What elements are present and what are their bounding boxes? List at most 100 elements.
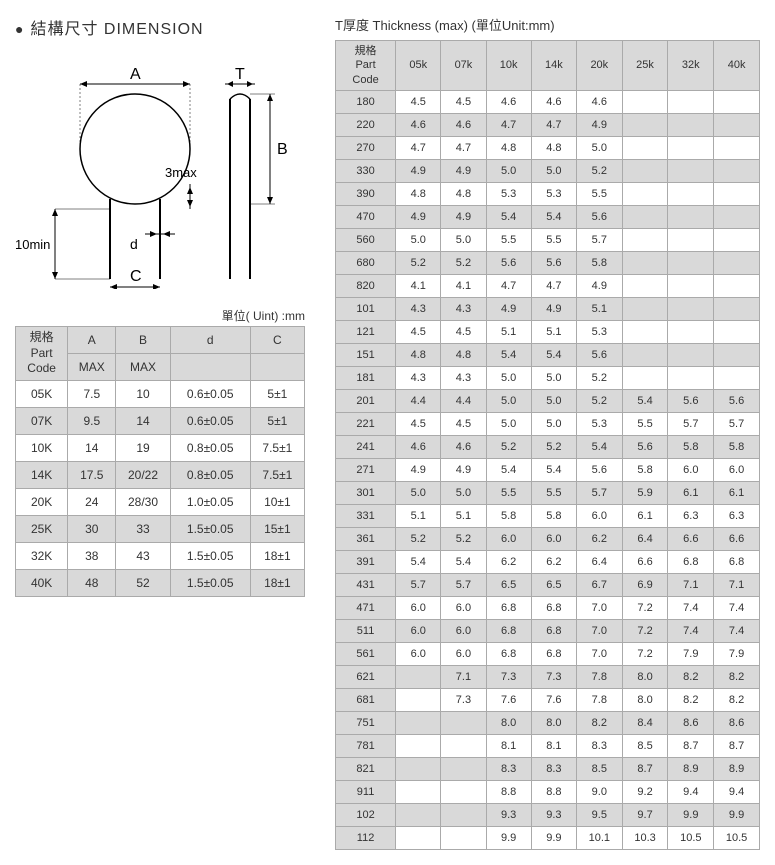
- table-cell: [668, 205, 714, 228]
- table-row: 07K9.5140.6±0.055±1: [16, 408, 305, 435]
- table-cell: 6.0: [486, 527, 531, 550]
- table-cell: 5.5: [622, 412, 668, 435]
- table-cell: [622, 297, 668, 320]
- table-cell: 6.7: [576, 573, 622, 596]
- table-cell: 33: [116, 516, 170, 543]
- bullet-icon: ●: [15, 21, 24, 37]
- table-cell: [668, 90, 714, 113]
- table-cell: 5.6: [531, 251, 576, 274]
- table-cell: 7.5±1: [250, 462, 304, 489]
- table-cell: 52: [116, 570, 170, 597]
- table-cell: 9.2: [622, 780, 668, 803]
- table-cell: 751: [336, 711, 396, 734]
- t2-header-cell: 07k: [441, 41, 486, 91]
- table-cell: 6.0: [396, 596, 441, 619]
- table-cell: 7.2: [622, 642, 668, 665]
- table-cell: 4.6: [531, 90, 576, 113]
- table-cell: 5.1: [486, 320, 531, 343]
- table-cell: 5.0: [396, 481, 441, 504]
- table-cell: 8.0: [622, 665, 668, 688]
- table-cell: 431: [336, 573, 396, 596]
- table-cell: 6.1: [668, 481, 714, 504]
- table-cell: 8.7: [622, 757, 668, 780]
- table-row: 1014.34.34.94.95.1: [336, 297, 760, 320]
- dimension-table: 規格PartCode A B d C MAX MAX 05K7.5100.6±0…: [15, 326, 305, 597]
- table-cell: 4.6: [441, 113, 486, 136]
- table-cell: 5.3: [576, 320, 622, 343]
- table-cell: 15±1: [250, 516, 304, 543]
- table-row: 7518.08.08.28.48.68.6: [336, 711, 760, 734]
- table-cell: 0.8±0.05: [170, 435, 250, 462]
- table-cell: 18±1: [250, 570, 304, 597]
- table-cell: 101: [336, 297, 396, 320]
- table-cell: 6.1: [714, 481, 760, 504]
- table-cell: 10.5: [714, 826, 760, 849]
- table-cell: 6.8: [668, 550, 714, 573]
- table-cell: 4.9: [396, 458, 441, 481]
- table-cell: 6.2: [486, 550, 531, 573]
- table-row: 1029.39.39.59.79.99.9: [336, 803, 760, 826]
- table-cell: 17.5: [68, 462, 116, 489]
- table-cell: [714, 159, 760, 182]
- table-row: 8218.38.38.58.78.98.9: [336, 757, 760, 780]
- table-cell: 4.3: [396, 366, 441, 389]
- table-cell: [622, 228, 668, 251]
- table-cell: 7.3: [486, 665, 531, 688]
- table-cell: 7.8: [576, 665, 622, 688]
- table-cell: 9.3: [486, 803, 531, 826]
- table-cell: 9.9: [668, 803, 714, 826]
- table-cell: 4.8: [441, 182, 486, 205]
- table-cell: [396, 688, 441, 711]
- table-cell: 270: [336, 136, 396, 159]
- table-cell: [396, 711, 441, 734]
- table-row: 3015.05.05.55.55.75.96.16.1: [336, 481, 760, 504]
- table-cell: 5.5: [576, 182, 622, 205]
- table-cell: 220: [336, 113, 396, 136]
- t1-h2-b: MAX: [116, 354, 170, 381]
- table-cell: 5.0: [396, 228, 441, 251]
- table-cell: 5.0: [576, 136, 622, 159]
- table-row: 3315.15.15.85.86.06.16.36.3: [336, 504, 760, 527]
- table-cell: 201: [336, 389, 396, 412]
- table-row: 5616.06.06.86.87.07.27.97.9: [336, 642, 760, 665]
- table-cell: 4.9: [441, 458, 486, 481]
- t1-h2-c: [250, 354, 304, 381]
- table-cell: 4.9: [441, 205, 486, 228]
- table-cell: 5.2: [396, 251, 441, 274]
- table-cell: 6.8: [531, 596, 576, 619]
- table-cell: 40K: [16, 570, 68, 597]
- table-row: 2704.74.74.84.85.0: [336, 136, 760, 159]
- table-cell: 4.8: [531, 136, 576, 159]
- table-cell: 4.6: [576, 90, 622, 113]
- table-cell: 8.2: [668, 688, 714, 711]
- table-cell: [622, 366, 668, 389]
- table-cell: [622, 182, 668, 205]
- table-cell: 8.2: [714, 665, 760, 688]
- table-cell: 271: [336, 458, 396, 481]
- t1-h2-a: MAX: [68, 354, 116, 381]
- table-cell: 4.4: [396, 389, 441, 412]
- table-cell: 331: [336, 504, 396, 527]
- table-cell: [441, 803, 486, 826]
- table-cell: 5.7: [576, 481, 622, 504]
- label-3max: 3max: [165, 165, 197, 180]
- table-cell: 4.4: [441, 389, 486, 412]
- table-cell: 4.6: [396, 435, 441, 458]
- table-cell: 5.4: [486, 458, 531, 481]
- table-row: 05K7.5100.6±0.055±1: [16, 381, 305, 408]
- table-cell: 5.4: [622, 389, 668, 412]
- table-cell: 4.5: [396, 412, 441, 435]
- table-cell: 5.0: [531, 389, 576, 412]
- table-cell: 6.8: [714, 550, 760, 573]
- table-cell: 5.7: [396, 573, 441, 596]
- table-cell: 7.6: [531, 688, 576, 711]
- table-cell: [396, 734, 441, 757]
- table-cell: 6.0: [441, 642, 486, 665]
- table-cell: 7.0: [576, 642, 622, 665]
- table-cell: 8.4: [622, 711, 668, 734]
- table-cell: 10.3: [622, 826, 668, 849]
- table-cell: 7.4: [714, 596, 760, 619]
- table-row: 3904.84.85.35.35.5: [336, 182, 760, 205]
- table-cell: 112: [336, 826, 396, 849]
- table-cell: 6.0: [531, 527, 576, 550]
